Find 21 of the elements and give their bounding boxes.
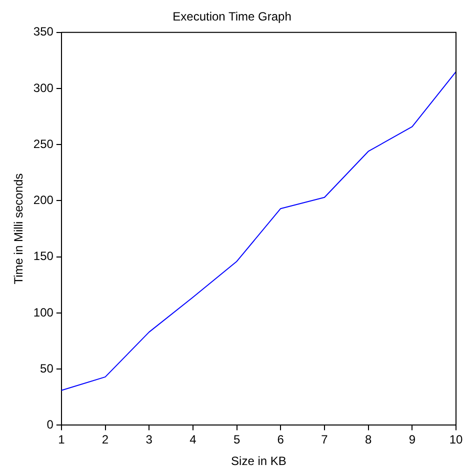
x-tick-label: 5: [233, 432, 240, 447]
x-tick-label: 1: [58, 432, 66, 447]
x-axis-title: Size in KB: [231, 454, 286, 468]
y-tick-label: 300: [33, 80, 54, 95]
x-tick-label: 9: [408, 432, 416, 447]
x-tick-label: 3: [146, 432, 153, 447]
chart-title: Execution Time Graph: [172, 10, 292, 24]
y-tick-label: 200: [33, 193, 54, 208]
y-tick-label: 150: [33, 249, 54, 264]
y-axis-title: Time in Milli seconds: [12, 173, 26, 284]
x-tick-label: 4: [190, 432, 197, 447]
x-tick-label: 2: [102, 432, 109, 447]
y-tick-label: 0: [46, 418, 54, 432]
x-tick-label: 8: [364, 432, 372, 447]
x-tick-label: 6: [277, 432, 284, 447]
x-tick-label: 10: [449, 432, 463, 447]
y-tick-label: 350: [33, 24, 54, 39]
y-tick-label: 100: [33, 305, 54, 320]
y-tick-label: 250: [33, 136, 54, 151]
x-tick-label: 7: [321, 432, 328, 447]
y-tick-label: 50: [40, 361, 54, 376]
